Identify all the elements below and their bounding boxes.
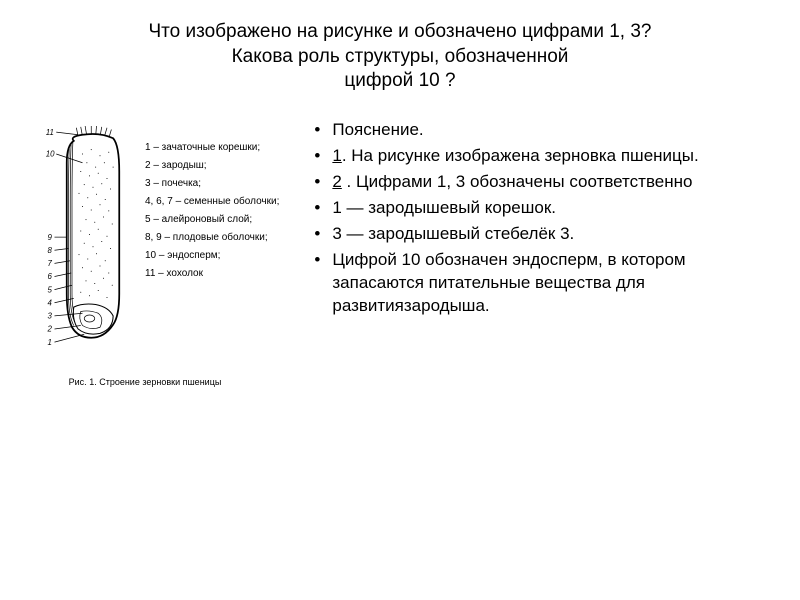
svg-text:3: 3 bbox=[48, 312, 53, 321]
legend-item-4: 4, 6, 7 – семенные оболочки; bbox=[145, 193, 279, 211]
embryo-outline bbox=[73, 304, 113, 334]
legend-item-5: 5 – алейроновый слой; bbox=[145, 211, 279, 229]
explanation-panel: Пояснение. 1. На рисунке изображена зерн… bbox=[299, 119, 770, 387]
figure-panel: 11 10 9 8 7 6 5 4 3 2 1 1 – зачаточные bbox=[30, 119, 279, 369]
legend-item-1: 1 – зачаточные корешки; bbox=[145, 139, 279, 157]
num-1: 1 bbox=[332, 146, 341, 165]
title-line-1: Что изображено на рисунке и обозначено ц… bbox=[148, 21, 651, 42]
legend-item-3: 3 – почечка; bbox=[145, 175, 279, 193]
content-area: 11 10 9 8 7 6 5 4 3 2 1 1 – зачаточные bbox=[30, 119, 770, 387]
svg-text:10: 10 bbox=[46, 150, 55, 159]
svg-text:2: 2 bbox=[47, 325, 53, 334]
figure-legend: 1 – зачаточные корешки; 2 – зародыш; 3 –… bbox=[145, 119, 279, 369]
svg-text:9: 9 bbox=[48, 233, 53, 242]
title-line-3: цифрой 10 ? bbox=[344, 70, 455, 91]
svg-text:1: 1 bbox=[48, 338, 52, 347]
explanation-item-3: 1 — зародышевый корешок. bbox=[314, 197, 770, 220]
svg-text:4: 4 bbox=[48, 298, 53, 307]
explanation-item-5: Цифрой 10 обозначен эндосперм, в котором… bbox=[314, 249, 770, 318]
svg-text:5: 5 bbox=[48, 285, 53, 294]
legend-item-7: 10 – эндосперм; bbox=[145, 247, 279, 265]
expl-text-1: На рисунке изображена зерновка пшеницы. bbox=[351, 146, 698, 165]
explanation-header: Пояснение. bbox=[314, 119, 770, 142]
svg-text:6: 6 bbox=[48, 272, 53, 281]
svg-text:7: 7 bbox=[48, 259, 53, 268]
svg-text:11: 11 bbox=[46, 128, 54, 137]
svg-text:8: 8 bbox=[48, 246, 53, 255]
left-column: 11 10 9 8 7 6 5 4 3 2 1 1 – зачаточные bbox=[30, 119, 279, 387]
figure-caption: Рис. 1. Строение зерновки пшеницы bbox=[30, 377, 260, 387]
num-2: 2 bbox=[332, 172, 341, 191]
grain-diagram: 11 10 9 8 7 6 5 4 3 2 1 bbox=[30, 119, 135, 364]
legend-item-6: 8, 9 – плодовые оболочки; bbox=[145, 229, 279, 247]
question-title: Что изображено на рисунке и обозначено ц… bbox=[30, 20, 770, 94]
title-line-2: Какова роль структуры, обозначенной bbox=[232, 46, 569, 67]
legend-item-2: 2 – зародыш; bbox=[145, 157, 279, 175]
explanation-item-1: 1. На рисунке изображена зерновка пшениц… bbox=[314, 145, 770, 168]
explanation-item-2: 2 . Цифрами 1, 3 обозначены соответствен… bbox=[314, 171, 770, 194]
diagram-container: 11 10 9 8 7 6 5 4 3 2 1 bbox=[30, 119, 135, 369]
explanation-list: Пояснение. 1. На рисунке изображена зерн… bbox=[314, 119, 770, 318]
expl-text-2: Цифрами 1, 3 обозначены соответственно bbox=[356, 172, 692, 191]
legend-item-8: 11 – хохолок bbox=[145, 265, 279, 283]
explanation-item-4: 3 — зародышевый стебелёк 3. bbox=[314, 223, 770, 246]
